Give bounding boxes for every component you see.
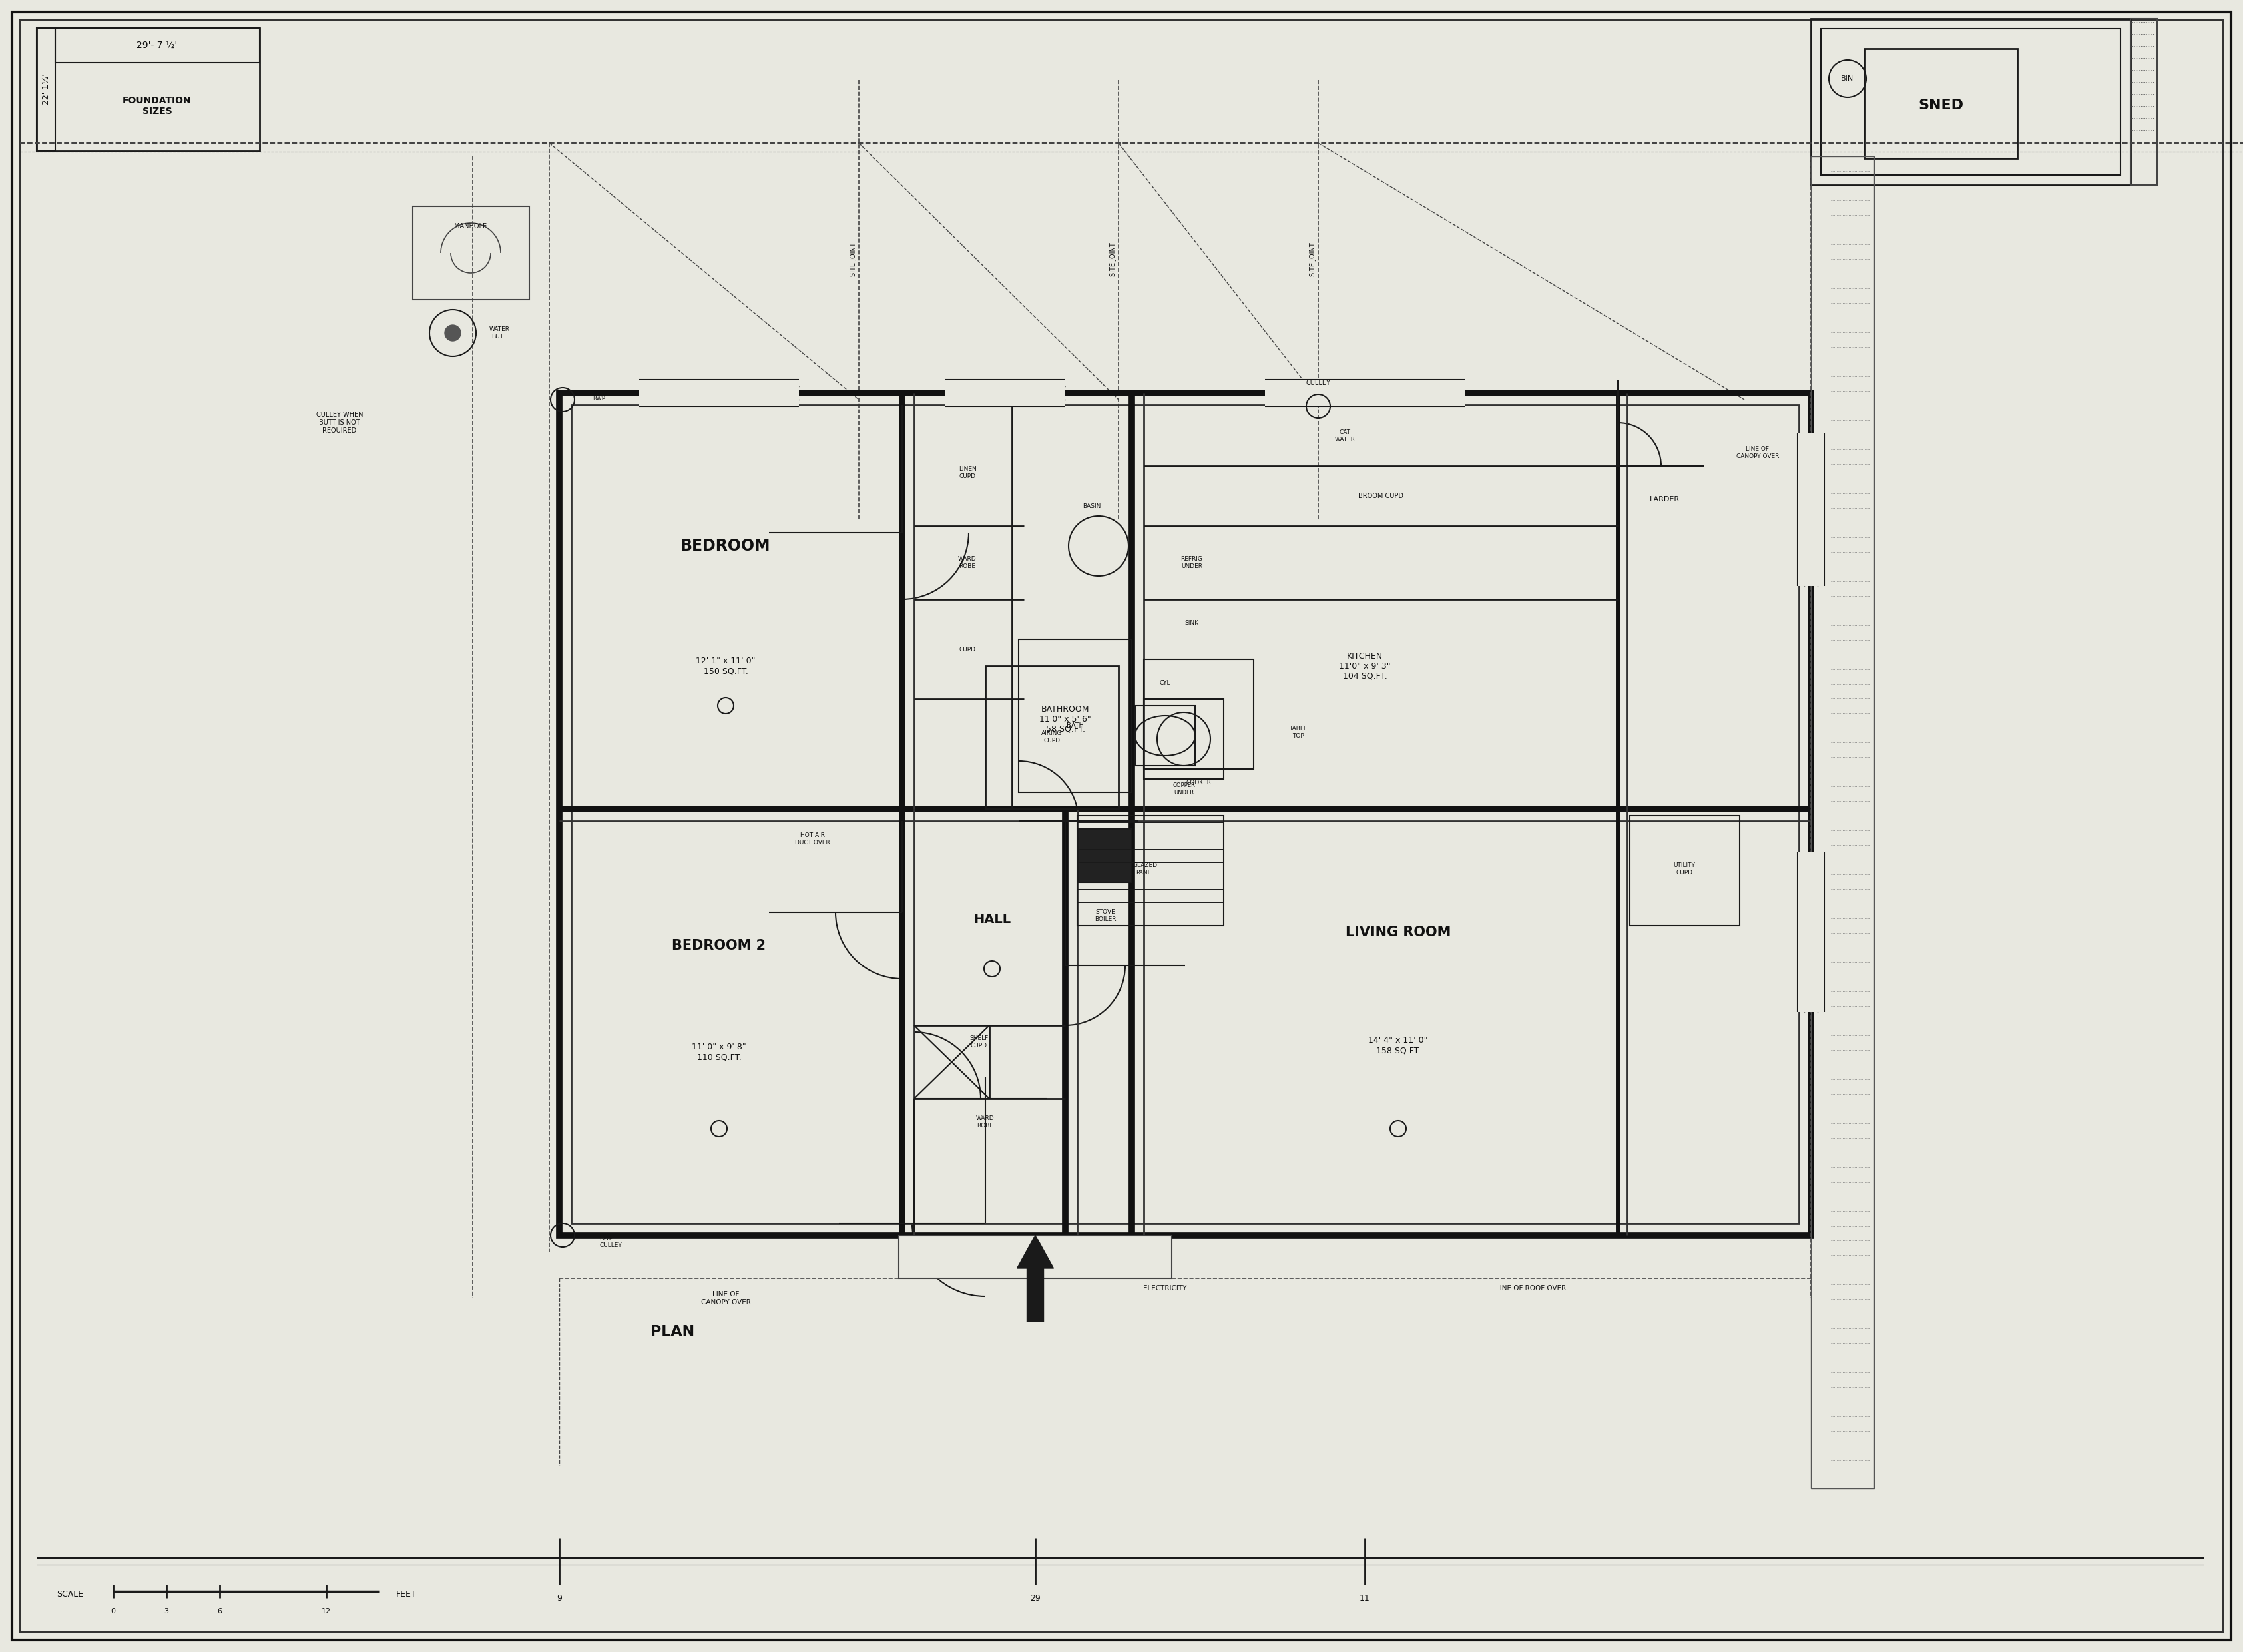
Text: BATHROOM
11'0" x 5' 6"
58 SQ.FT.: BATHROOM 11'0" x 5' 6" 58 SQ.FT.	[1039, 705, 1090, 733]
Text: AIRING
CUPD: AIRING CUPD	[1041, 730, 1063, 743]
Text: 6: 6	[218, 1607, 222, 1614]
Text: CUPD: CUPD	[960, 646, 976, 653]
Bar	[36, 28, 260, 150]
Text: 29: 29	[1030, 1594, 1041, 1602]
Text: WARD
ROBE: WARD ROBE	[976, 1115, 994, 1128]
Text: HALL: HALL	[973, 912, 1012, 925]
Text: REFRIG
UNDER: REFRIG UNDER	[1180, 557, 1202, 568]
Text: FEET: FEET	[397, 1591, 417, 1599]
Text: KITCHEN
11'0" x 9' 3"
104 SQ.FT.: KITCHEN 11'0" x 9' 3" 104 SQ.FT.	[1339, 651, 1391, 681]
Text: GLAZED
PANEL: GLAZED PANEL	[1133, 862, 1157, 876]
Text: CULLEY: CULLEY	[1305, 380, 1330, 387]
Text: MANHOLE: MANHOLE	[455, 223, 487, 230]
Text: LINE OF
CANOPY OVER: LINE OF CANOPY OVER	[1736, 446, 1779, 459]
Bar	[413, 206, 529, 299]
Bar	[1079, 829, 1133, 882]
Bar	[1144, 659, 1254, 770]
Text: RWP: RWP	[592, 395, 606, 401]
Text: LARDER: LARDER	[1649, 496, 1680, 502]
Text: BEDROOM: BEDROOM	[680, 539, 772, 553]
Text: WATER
BUTT: WATER BUTT	[489, 327, 509, 339]
Bar	[1797, 852, 1824, 1013]
Text: PLAN: PLAN	[650, 1325, 695, 1338]
Text: LINE OF
CANOPY OVER: LINE OF CANOPY OVER	[700, 1292, 751, 1305]
Text: WARD
ROBE: WARD ROBE	[958, 557, 976, 568]
Circle shape	[444, 325, 460, 340]
Text: BATH: BATH	[1068, 722, 1083, 729]
Text: 29'- 7 ½': 29'- 7 ½'	[137, 41, 177, 50]
Text: 22' 1½': 22' 1½'	[43, 74, 49, 104]
Text: HOT AIR
DUCT OVER: HOT AIR DUCT OVER	[794, 833, 830, 846]
Bar	[559, 393, 1810, 1236]
Text: ELECTRICITY: ELECTRICITY	[1144, 1285, 1187, 1292]
Text: 14' 4" x 11' 0"
158 SQ.FT.: 14' 4" x 11' 0" 158 SQ.FT.	[1368, 1036, 1429, 1054]
Bar	[944, 380, 1065, 406]
Bar	[2131, 18, 2158, 185]
Text: SITE JOINT: SITE JOINT	[1110, 243, 1117, 276]
Text: SCALE: SCALE	[56, 1591, 83, 1599]
Text: 9: 9	[556, 1594, 563, 1602]
Text: CYL: CYL	[1160, 679, 1171, 686]
Bar	[1265, 380, 1465, 406]
Text: SITE JOINT: SITE JOINT	[850, 243, 857, 276]
Bar	[1077, 816, 1225, 925]
Bar	[1144, 699, 1225, 780]
Bar	[899, 1236, 1171, 1279]
Bar	[1821, 28, 2120, 175]
Bar	[1810, 157, 1875, 1488]
Text: BIN: BIN	[1842, 76, 1855, 83]
Text: BEDROOM 2: BEDROOM 2	[673, 938, 767, 952]
Text: 11: 11	[1359, 1594, 1370, 1602]
Bar	[1810, 18, 2131, 185]
Text: SITE JOINT: SITE JOINT	[1310, 243, 1317, 276]
Text: UTILITY
CUPD: UTILITY CUPD	[1673, 862, 1696, 876]
Bar	[1135, 705, 1196, 767]
Text: RWP
CULLEY: RWP CULLEY	[599, 1236, 621, 1249]
Text: 11' 0" x 9' 8"
110 SQ.FT.: 11' 0" x 9' 8" 110 SQ.FT.	[691, 1042, 747, 1061]
Text: 3: 3	[164, 1607, 168, 1614]
Text: LINE OF ROOF OVER: LINE OF ROOF OVER	[1496, 1285, 1566, 1292]
Text: TABLE
TOP: TABLE TOP	[1290, 725, 1308, 738]
Text: CULLEY WHEN
BUTT IS NOT
REQUIRED: CULLEY WHEN BUTT IS NOT REQUIRED	[316, 411, 363, 434]
Text: BROOM CUPD: BROOM CUPD	[1359, 492, 1404, 499]
Bar	[639, 380, 799, 406]
Bar	[572, 405, 1799, 1222]
Bar	[1797, 433, 1824, 586]
Bar	[36, 28, 56, 150]
Text: 12: 12	[321, 1607, 332, 1614]
Bar	[1018, 639, 1133, 793]
Text: FOUNDATION
SIZES: FOUNDATION SIZES	[123, 96, 191, 116]
Text: LINEN
CUPD: LINEN CUPD	[958, 466, 976, 479]
Text: STOVE
BOILER: STOVE BOILER	[1095, 909, 1117, 922]
Text: SHELF
CUPD: SHELF CUPD	[969, 1036, 989, 1049]
Text: BASIN: BASIN	[1083, 504, 1101, 509]
Bar	[1864, 48, 2016, 159]
Text: CAT
WATER: CAT WATER	[1335, 430, 1355, 443]
FancyArrow shape	[1016, 1236, 1054, 1322]
Text: LIVING ROOM: LIVING ROOM	[1346, 925, 1451, 938]
Text: 12' 1" x 11' 0"
150 SQ.FT.: 12' 1" x 11' 0" 150 SQ.FT.	[695, 656, 756, 676]
Bar	[56, 28, 260, 63]
Bar	[985, 666, 1119, 809]
Bar	[1631, 816, 1741, 925]
Text: SNED: SNED	[1918, 99, 1963, 112]
Text: 0: 0	[110, 1607, 114, 1614]
Text: COPPER
UNDER: COPPER UNDER	[1173, 783, 1196, 796]
Text: COOKER: COOKER	[1187, 780, 1211, 785]
Text: SINK: SINK	[1184, 620, 1198, 626]
